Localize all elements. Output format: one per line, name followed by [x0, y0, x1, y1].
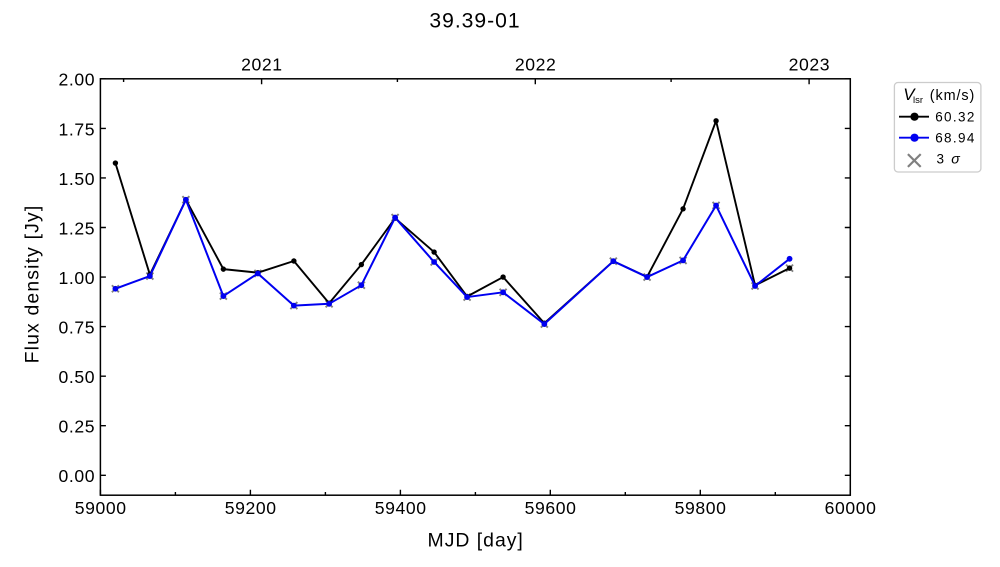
svg-text:68.94: 68.94 [935, 131, 976, 146]
svg-text:MJD [day]: MJD [day] [428, 530, 524, 552]
svg-text:1.25: 1.25 [59, 218, 96, 238]
svg-text:2.00: 2.00 [59, 70, 96, 90]
svg-text:3: 3 [937, 152, 945, 167]
svg-text:0.25: 0.25 [59, 417, 96, 437]
svg-text:59400: 59400 [375, 498, 427, 518]
svg-text:60.32: 60.32 [935, 110, 976, 125]
svg-text:39.39-01: 39.39-01 [429, 10, 520, 33]
svg-text:0.50: 0.50 [59, 367, 96, 387]
svg-text:2021: 2021 [241, 54, 283, 74]
svg-text:0.00: 0.00 [59, 466, 96, 486]
svg-text:lsr: lsr [913, 95, 923, 106]
svg-text:59600: 59600 [525, 498, 577, 518]
svg-text:59000: 59000 [75, 498, 127, 518]
svg-text:1.00: 1.00 [59, 268, 96, 288]
svg-text:59800: 59800 [675, 498, 727, 518]
svg-text:1.75: 1.75 [59, 119, 96, 139]
svg-text:2022: 2022 [515, 54, 557, 74]
svg-text:V: V [903, 85, 916, 104]
svg-text:σ: σ [951, 152, 960, 168]
svg-text:(km/s): (km/s) [930, 88, 975, 104]
svg-text:60000: 60000 [825, 498, 877, 518]
svg-text:1.50: 1.50 [59, 169, 96, 189]
svg-text:2023: 2023 [789, 54, 831, 74]
svg-text:0.75: 0.75 [59, 318, 96, 338]
svg-text:Flux density [Jy]: Flux density [Jy] [22, 205, 44, 364]
svg-text:59200: 59200 [225, 498, 277, 518]
